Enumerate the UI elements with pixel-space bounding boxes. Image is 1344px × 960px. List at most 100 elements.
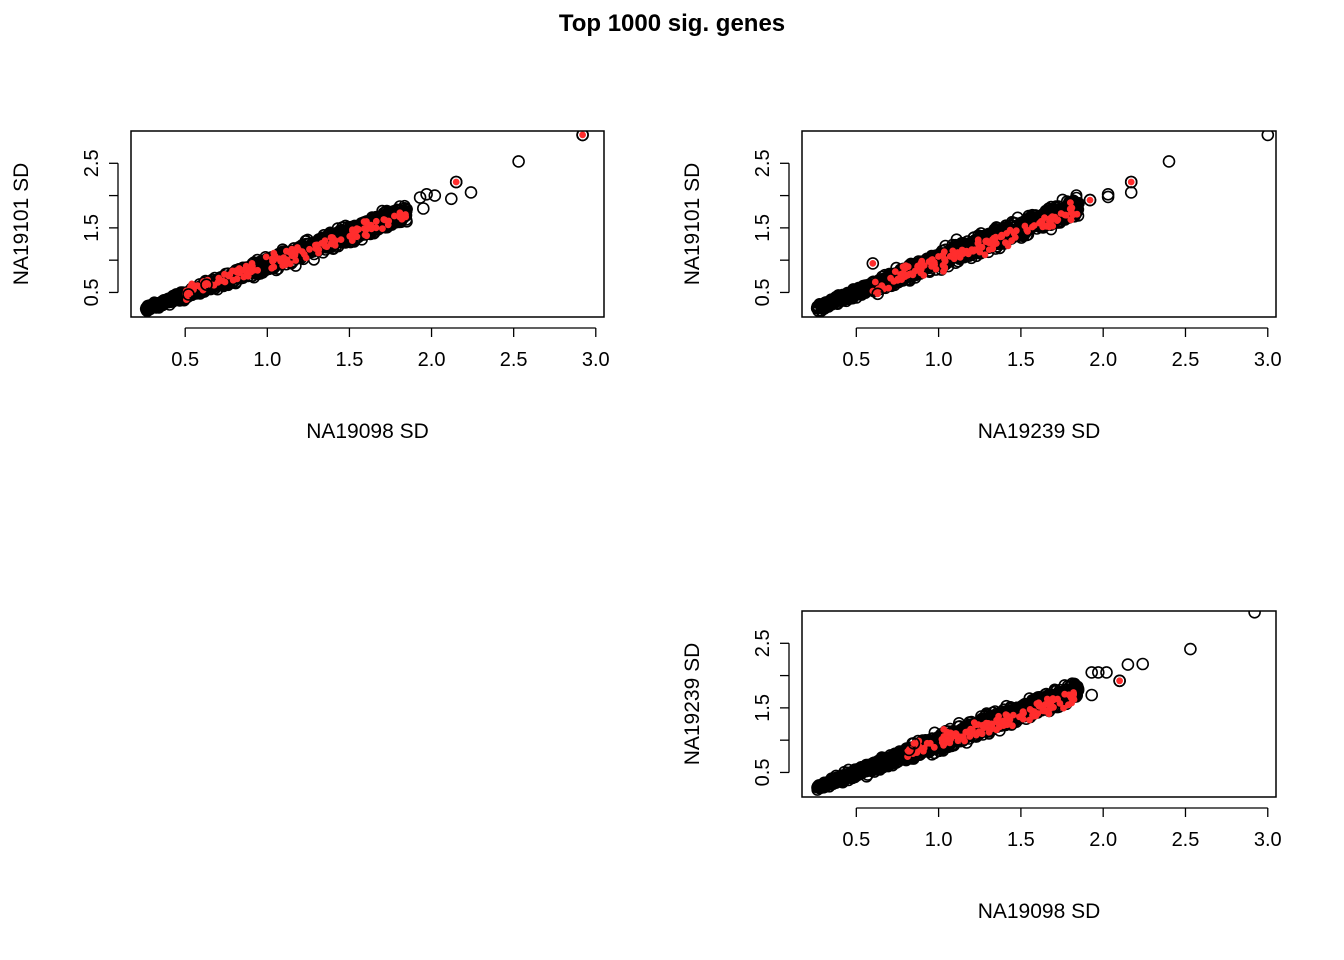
highlight-point — [1032, 712, 1040, 720]
highlight-point — [379, 225, 386, 233]
highlight-point — [363, 218, 370, 225]
highlight-point — [940, 248, 948, 256]
data-point-outlier — [1092, 666, 1105, 679]
y-tick-label: 2.5 — [752, 149, 774, 177]
data-point-outlier — [1121, 658, 1135, 671]
highlight-point — [1067, 216, 1075, 224]
data-point-outlier — [512, 155, 525, 168]
x-tick-label: 1.5 — [336, 349, 364, 371]
highlight-point — [1038, 702, 1045, 710]
highlight-point — [1011, 234, 1019, 241]
highlight-point — [1060, 704, 1067, 712]
data-point-outlier — [416, 202, 430, 215]
data-point — [1022, 215, 1035, 228]
highlight-point — [970, 719, 978, 726]
highlight-point — [1009, 722, 1016, 730]
y-tick-label: 1.5 — [81, 214, 103, 242]
data-point — [812, 302, 825, 315]
highlight-point — [269, 255, 276, 263]
highlight-point — [282, 258, 290, 266]
highlight-point — [1067, 199, 1074, 207]
y-tick-label: 2.5 — [752, 629, 774, 657]
highlight-point — [1003, 721, 1011, 729]
highlight-point — [871, 278, 879, 286]
highlight-point — [391, 212, 398, 220]
highlight-point — [270, 249, 278, 257]
plot-frame — [130, 130, 605, 318]
y-axis-label: NA19239 SD — [681, 643, 704, 766]
highlight-point — [874, 290, 882, 298]
x-tick-label: 2.5 — [1172, 349, 1200, 371]
x-tick-label: 3.0 — [1254, 829, 1282, 851]
highlight-point — [268, 264, 276, 272]
highlight-point-ring — [182, 288, 195, 301]
highlight-point — [981, 251, 989, 259]
highlight-point — [1041, 707, 1049, 715]
highlight-point — [262, 253, 270, 261]
highlight-point-ring — [449, 175, 463, 189]
y-tick-label: 0.5 — [752, 279, 774, 307]
highlight-point — [1047, 699, 1055, 707]
x-tick-label: 0.5 — [842, 829, 870, 851]
data-point-outlier — [1124, 186, 1138, 199]
highlight-point — [337, 236, 345, 244]
highlight-point — [329, 234, 336, 242]
highlight-point — [898, 276, 905, 283]
x-tick-label: 3.0 — [1254, 349, 1282, 371]
data-point-outlier — [444, 192, 458, 206]
y-tick-label: 0.5 — [81, 279, 103, 307]
x-axis-label: NA19098 SD — [978, 900, 1101, 923]
highlight-point — [928, 256, 936, 263]
highlight-point — [1061, 211, 1069, 219]
highlight-point — [1054, 695, 1061, 703]
highlight-point — [887, 274, 894, 282]
highlight-point-ring — [1124, 175, 1138, 189]
data-point — [844, 287, 857, 300]
plot-frame — [801, 130, 1277, 318]
highlight-point — [982, 238, 990, 246]
x-tick-label: 1.0 — [925, 349, 953, 371]
highlight-point — [1009, 711, 1017, 719]
x-tick-label: 2.5 — [1172, 829, 1200, 851]
x-tick-label: 1.5 — [1007, 829, 1035, 851]
highlight-point — [199, 286, 207, 294]
highlight-point — [302, 254, 310, 262]
highlight-point — [352, 227, 360, 235]
highlight-point — [1053, 217, 1061, 225]
highlight-point — [372, 217, 380, 225]
x-tick-label: 1.0 — [925, 829, 953, 851]
highlight-point — [985, 728, 993, 736]
highlight-point — [940, 741, 947, 749]
highlight-point — [985, 720, 992, 727]
highlight-point — [1028, 223, 1036, 231]
highlight-point — [363, 232, 370, 240]
highlight-point — [993, 726, 1000, 734]
data-point-outlier — [1101, 190, 1115, 204]
y-tick-label: 1.5 — [752, 214, 774, 242]
highlight-point — [289, 249, 296, 257]
highlight-point — [348, 237, 356, 245]
highlight-point-ring — [866, 257, 880, 270]
data-point — [157, 298, 170, 311]
y-axis-label: NA19101 SD — [10, 163, 33, 286]
data-point-outlier — [464, 186, 478, 199]
highlight-point — [959, 733, 967, 741]
highlight-point-ring — [576, 131, 589, 142]
highlight-point — [294, 244, 301, 251]
y-tick-label: 1.5 — [752, 694, 774, 722]
data-point — [845, 770, 858, 783]
data-point-outlier — [1085, 688, 1098, 702]
data-point — [879, 759, 892, 772]
data-point-outlier — [420, 188, 433, 201]
highlight-point — [328, 239, 335, 247]
highlight-point — [978, 243, 986, 251]
highlight-point — [946, 729, 954, 737]
data-point-outlier — [1162, 155, 1176, 168]
highlight-point — [1012, 227, 1020, 235]
highlight-point — [452, 178, 460, 186]
highlight-point — [904, 271, 912, 279]
x-tick-label: 0.5 — [171, 349, 199, 371]
highlight-point — [998, 233, 1006, 241]
